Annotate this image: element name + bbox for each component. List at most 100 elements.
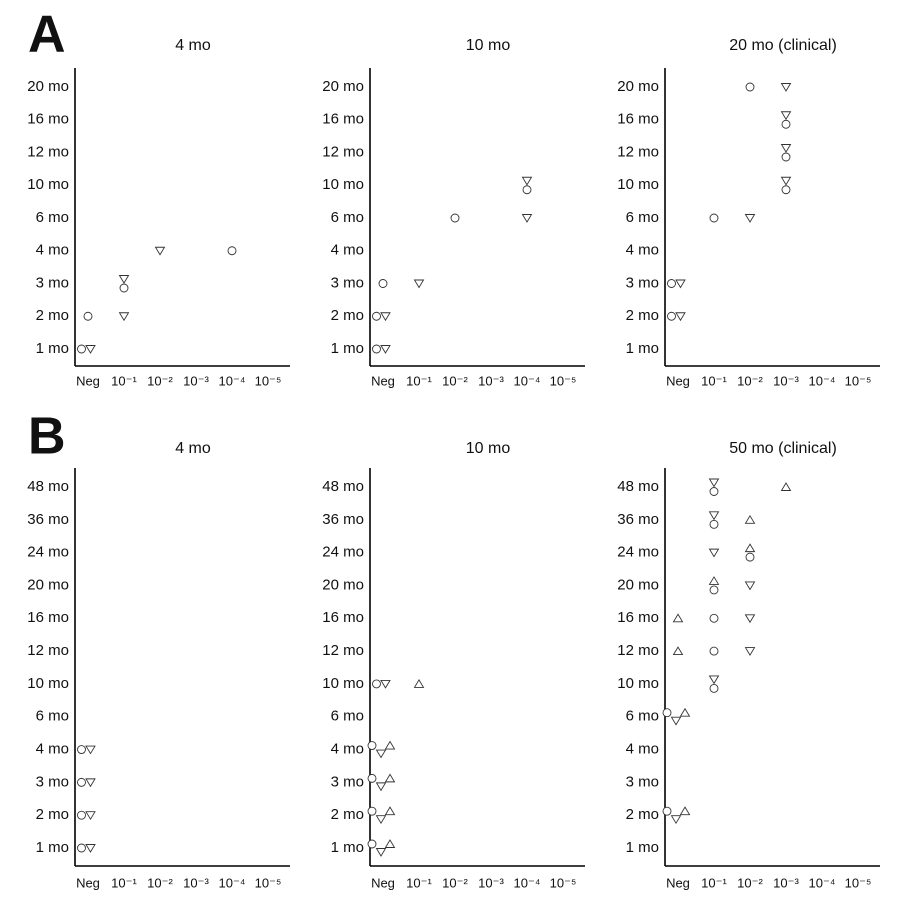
x-tick-label: Neg	[76, 875, 100, 890]
marker-circle	[367, 773, 377, 783]
chart-title: 10 mo	[466, 440, 511, 457]
x-tick-label: Neg	[666, 373, 690, 388]
marker-triangle-up	[672, 613, 684, 623]
y-tick-label: 12 mo	[617, 642, 659, 659]
y-tick-label: 20 mo	[617, 576, 659, 593]
panel-label: A	[28, 6, 66, 64]
y-tick-label: 36 mo	[322, 511, 364, 528]
y-tick-label: 3 mo	[331, 274, 364, 291]
marker-circle	[83, 311, 93, 321]
y-tick-label: 16 mo	[617, 609, 659, 626]
y-tick-label: 6 mo	[626, 209, 659, 226]
marker-triangle-down	[670, 815, 682, 825]
y-tick-label: 3 mo	[36, 773, 69, 790]
x-tick-label: 10⁻⁵	[845, 373, 872, 388]
y-tick-label: 16 mo	[617, 111, 659, 128]
marker-circle	[709, 519, 719, 529]
x-tick-label: Neg	[76, 373, 100, 388]
y-tick-label: 16 mo	[322, 111, 364, 128]
y-tick-label: 1 mo	[36, 340, 69, 357]
y-tick-label: 6 mo	[331, 209, 364, 226]
y-tick-label: 10 mo	[617, 176, 659, 193]
marker-circle	[667, 279, 676, 288]
y-tick-label: 20 mo	[27, 78, 69, 95]
marker-circle	[667, 311, 676, 321]
marker-triangle-down	[708, 675, 720, 685]
marker-triangle-up	[679, 707, 691, 717]
marker-circle	[367, 806, 377, 816]
marker-triangle-down	[780, 83, 792, 92]
y-tick-label: 3 mo	[626, 773, 659, 790]
marker-triangle-up	[384, 773, 396, 783]
marker-circle	[77, 777, 86, 787]
y-tick-label: 16 mo	[27, 111, 69, 128]
y-tick-label: 12 mo	[322, 143, 364, 160]
marker-circle	[227, 246, 237, 256]
marker-circle	[745, 552, 755, 562]
marker-circle	[522, 185, 532, 195]
marker-circle	[709, 613, 719, 623]
marker-circle	[709, 213, 719, 223]
chart-title: 4 mo	[175, 37, 211, 54]
y-tick-label: 2 mo	[331, 307, 364, 324]
marker-circle	[372, 344, 381, 354]
y-tick-label: 3 mo	[626, 274, 659, 291]
marker-triangle-down	[780, 176, 792, 186]
marker-circle	[781, 152, 791, 162]
marker-triangle-up	[384, 740, 396, 750]
marker-triangle-up	[413, 679, 425, 688]
marker-circle	[367, 741, 377, 750]
marker-triangle-down	[85, 811, 96, 821]
y-tick-label: 24 mo	[617, 544, 659, 561]
marker-circle	[77, 745, 86, 754]
x-tick-label: 10⁻¹	[111, 373, 137, 388]
y-tick-label: 20 mo	[322, 78, 364, 95]
y-tick-label: 20 mo	[27, 576, 69, 593]
x-tick-label: 10⁻⁵	[255, 373, 282, 388]
chart-title: 50 mo (clinical)	[729, 440, 837, 457]
marker-triangle-down	[780, 144, 792, 153]
marker-triangle-down	[670, 716, 682, 726]
x-tick-label: 10⁻²	[737, 875, 763, 890]
marker-triangle-down	[521, 214, 533, 223]
y-tick-label: 1 mo	[331, 839, 364, 856]
marker-triangle-down	[85, 345, 96, 354]
marker-triangle-down	[85, 745, 96, 755]
marker-triangle-down	[413, 279, 425, 289]
marker-triangle-down	[380, 345, 391, 354]
marker-triangle-down	[380, 679, 391, 689]
marker-circle	[709, 646, 719, 656]
y-tick-label: 10 mo	[27, 675, 69, 692]
y-tick-label: 10 mo	[322, 675, 364, 692]
y-tick-label: 36 mo	[617, 511, 659, 528]
x-tick-label: 10⁻⁴	[514, 875, 541, 890]
marker-circle	[662, 708, 672, 718]
x-tick-label: 10⁻³	[773, 373, 799, 388]
y-tick-label: 20 mo	[322, 576, 364, 593]
y-tick-label: 12 mo	[617, 143, 659, 160]
marker-triangle-down	[708, 511, 720, 521]
y-tick-label: 4 mo	[331, 242, 364, 259]
x-tick-label: 10⁻⁴	[219, 875, 246, 890]
marker-circle	[709, 683, 719, 693]
x-tick-label: 10⁻⁵	[845, 875, 872, 890]
x-tick-label: 10⁻⁴	[809, 875, 836, 890]
marker-circle	[372, 679, 381, 689]
marker-triangle-down	[780, 111, 792, 121]
x-tick-label: 10⁻³	[478, 373, 504, 388]
chart-title: 4 mo	[175, 440, 211, 457]
marker-triangle-down	[85, 844, 96, 853]
marker-triangle-up	[384, 806, 396, 816]
x-tick-label: 10⁻¹	[406, 875, 432, 890]
y-tick-label: 6 mo	[36, 209, 69, 226]
y-tick-label: 2 mo	[36, 307, 69, 324]
y-tick-label: 3 mo	[36, 274, 69, 291]
marker-circle	[372, 311, 381, 321]
y-tick-label: 6 mo	[626, 708, 659, 725]
marker-triangle-down	[675, 279, 686, 289]
marker-triangle-down	[375, 749, 387, 759]
marker-circle	[662, 806, 672, 816]
y-tick-label: 4 mo	[331, 741, 364, 758]
y-tick-label: 12 mo	[322, 642, 364, 659]
marker-triangle-up	[679, 806, 691, 816]
